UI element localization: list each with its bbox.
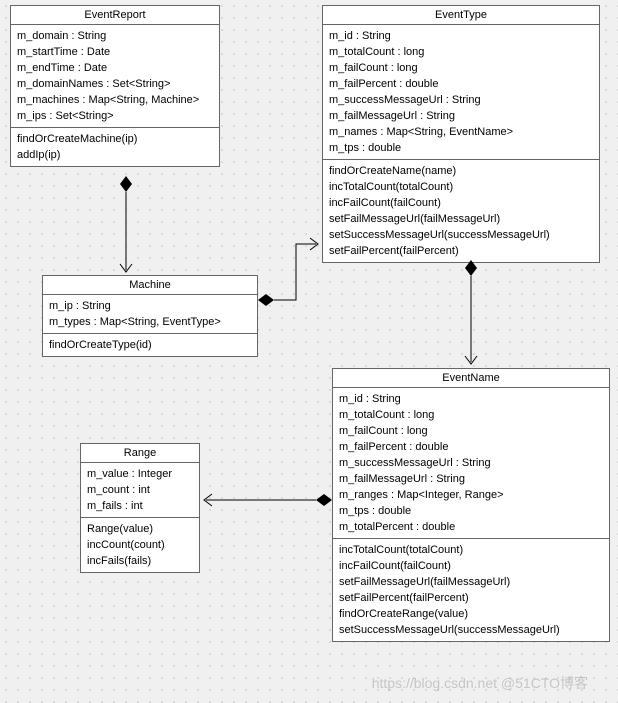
class-operations: findOrCreateMachine(ip) addIp(ip): [11, 128, 219, 166]
attr: m_ips : Set<String>: [17, 108, 213, 124]
class-attributes: m_value : Integer m_count : int m_fails …: [81, 463, 199, 518]
attr: m_tps : double: [329, 140, 593, 156]
op: setFailMessageUrl(failMessageUrl): [329, 211, 593, 227]
op: setFailMessageUrl(failMessageUrl): [339, 574, 603, 590]
connector-eventtype-eventname: [465, 260, 477, 364]
op: findOrCreateType(id): [49, 337, 251, 353]
attr: m_startTime : Date: [17, 44, 213, 60]
class-attributes: m_id : String m_totalCount : long m_fail…: [333, 388, 609, 539]
op: incCount(count): [87, 537, 193, 553]
attr: m_endTime : Date: [17, 60, 213, 76]
attr: m_totalCount : long: [339, 407, 603, 423]
class-operations: findOrCreateName(name) incTotalCount(tot…: [323, 160, 599, 262]
attr: m_fails : int: [87, 498, 193, 514]
attr: m_tps : double: [339, 503, 603, 519]
class-title: Machine: [43, 276, 257, 295]
connector-eventreport-machine: [120, 176, 132, 272]
attr: m_failMessageUrl : String: [329, 108, 593, 124]
op: setFailPercent(failPercent): [329, 243, 593, 259]
op: setSuccessMessageUrl(successMessageUrl): [339, 622, 603, 638]
attr: m_ranges : Map<Integer, Range>: [339, 487, 603, 503]
attr: m_names : Map<String, EventName>: [329, 124, 593, 140]
attr: m_totalPercent : double: [339, 519, 603, 535]
op: findOrCreateMachine(ip): [17, 131, 213, 147]
op: incTotalCount(totalCount): [329, 179, 593, 195]
attr: m_types : Map<String, EventType>: [49, 314, 251, 330]
attr: m_failCount : long: [339, 423, 603, 439]
attr: m_id : String: [339, 391, 603, 407]
op: Range(value): [87, 521, 193, 537]
attr: m_successMessageUrl : String: [329, 92, 593, 108]
attr: m_failPercent : double: [329, 76, 593, 92]
class-attributes: m_ip : String m_types : Map<String, Even…: [43, 295, 257, 334]
op: incFails(fails): [87, 553, 193, 569]
watermark-text: https://blog.csdn.net @51CTO博客: [372, 673, 588, 693]
attr: m_totalCount : long: [329, 44, 593, 60]
connector-eventname-range: [204, 494, 332, 506]
op: incFailCount(failCount): [329, 195, 593, 211]
op: setFailPercent(failPercent): [339, 590, 603, 606]
attr: m_id : String: [329, 28, 593, 44]
attr: m_domainNames : Set<String>: [17, 76, 213, 92]
attr: m_failMessageUrl : String: [339, 471, 603, 487]
attr: m_failCount : long: [329, 60, 593, 76]
class-attributes: m_domain : String m_startTime : Date m_e…: [11, 25, 219, 128]
class-eventname: EventName m_id : String m_totalCount : l…: [332, 368, 610, 642]
op: findOrCreateName(name): [329, 163, 593, 179]
class-range: Range m_value : Integer m_count : int m_…: [80, 443, 200, 573]
op: setSuccessMessageUrl(successMessageUrl): [329, 227, 593, 243]
class-operations: Range(value) incCount(count) incFails(fa…: [81, 518, 199, 572]
class-eventtype: EventType m_id : String m_totalCount : l…: [322, 5, 600, 263]
op: incTotalCount(totalCount): [339, 542, 603, 558]
op: incFailCount(failCount): [339, 558, 603, 574]
attr: m_value : Integer: [87, 466, 193, 482]
class-operations: findOrCreateType(id): [43, 334, 257, 356]
class-attributes: m_id : String m_totalCount : long m_fail…: [323, 25, 599, 160]
class-title: EventReport: [11, 6, 219, 25]
class-machine: Machine m_ip : String m_types : Map<Stri…: [42, 275, 258, 357]
attr: m_domain : String: [17, 28, 213, 44]
attr: m_failPercent : double: [339, 439, 603, 455]
class-title: Range: [81, 444, 199, 463]
op: addIp(ip): [17, 147, 213, 163]
class-title: EventType: [323, 6, 599, 25]
op: findOrCreateRange(value): [339, 606, 603, 622]
class-operations: incTotalCount(totalCount) incFailCount(f…: [333, 539, 609, 641]
attr: m_machines : Map<String, Machine>: [17, 92, 213, 108]
class-eventreport: EventReport m_domain : String m_startTim…: [10, 5, 220, 167]
connector-machine-eventtype: [258, 238, 318, 306]
class-title: EventName: [333, 369, 609, 388]
attr: m_count : int: [87, 482, 193, 498]
attr: m_successMessageUrl : String: [339, 455, 603, 471]
attr: m_ip : String: [49, 298, 251, 314]
